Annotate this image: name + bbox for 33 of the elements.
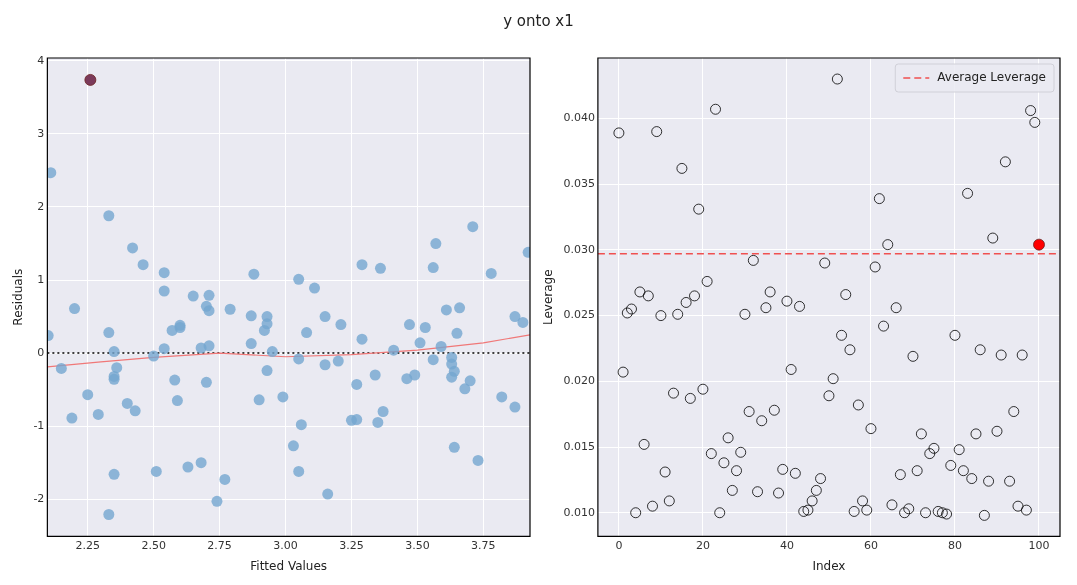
y-tick-label: 3: [37, 126, 45, 140]
chart-title: y onto x1: [502, 11, 575, 32]
y-tick-label: 0.030: [563, 242, 595, 256]
y-tick-label: 0.020: [563, 374, 595, 388]
y-tick-label: 0.010: [563, 505, 595, 519]
y-tick-label: 4: [37, 53, 45, 67]
x-tick-label: 2.50: [141, 538, 166, 552]
x-tick-label: 2.25: [75, 538, 100, 552]
x-tick-label: 3.00: [273, 538, 298, 552]
y-tick-label: 0: [37, 345, 45, 359]
y-tick-label: 0.015: [563, 439, 595, 453]
x-tick-label: 60: [863, 538, 878, 552]
x-tick-label: 100: [1028, 538, 1050, 552]
y-tick-label: -1: [33, 418, 45, 432]
x-tick-label: 3.50: [405, 538, 430, 552]
y-tick-label: 0.040: [563, 111, 595, 125]
x-tick-label: 3.25: [339, 538, 364, 552]
x-tick-label: 0: [615, 538, 623, 552]
x-tick-label: 80: [947, 538, 962, 552]
x-tick-label: 3.75: [471, 538, 496, 552]
y-tick-label: 0.025: [563, 308, 595, 322]
y-tick-label: 2: [37, 199, 45, 213]
y-axis-title: Residuals: [11, 268, 26, 326]
y-axis-title: Leverage: [541, 269, 556, 326]
x-tick-label: 20: [695, 538, 710, 552]
x-tick-label: 2.75: [207, 538, 232, 552]
y-tick-label: 0.035: [563, 177, 595, 191]
y-tick-label: 1: [37, 272, 45, 286]
legend-label: Average Leverage: [937, 70, 1047, 85]
x-axis-title: Index: [812, 558, 846, 573]
y-tick-label: -2: [33, 492, 45, 506]
x-tick-label: 40: [779, 538, 794, 552]
x-axis-title: Fitted Values: [250, 558, 328, 573]
